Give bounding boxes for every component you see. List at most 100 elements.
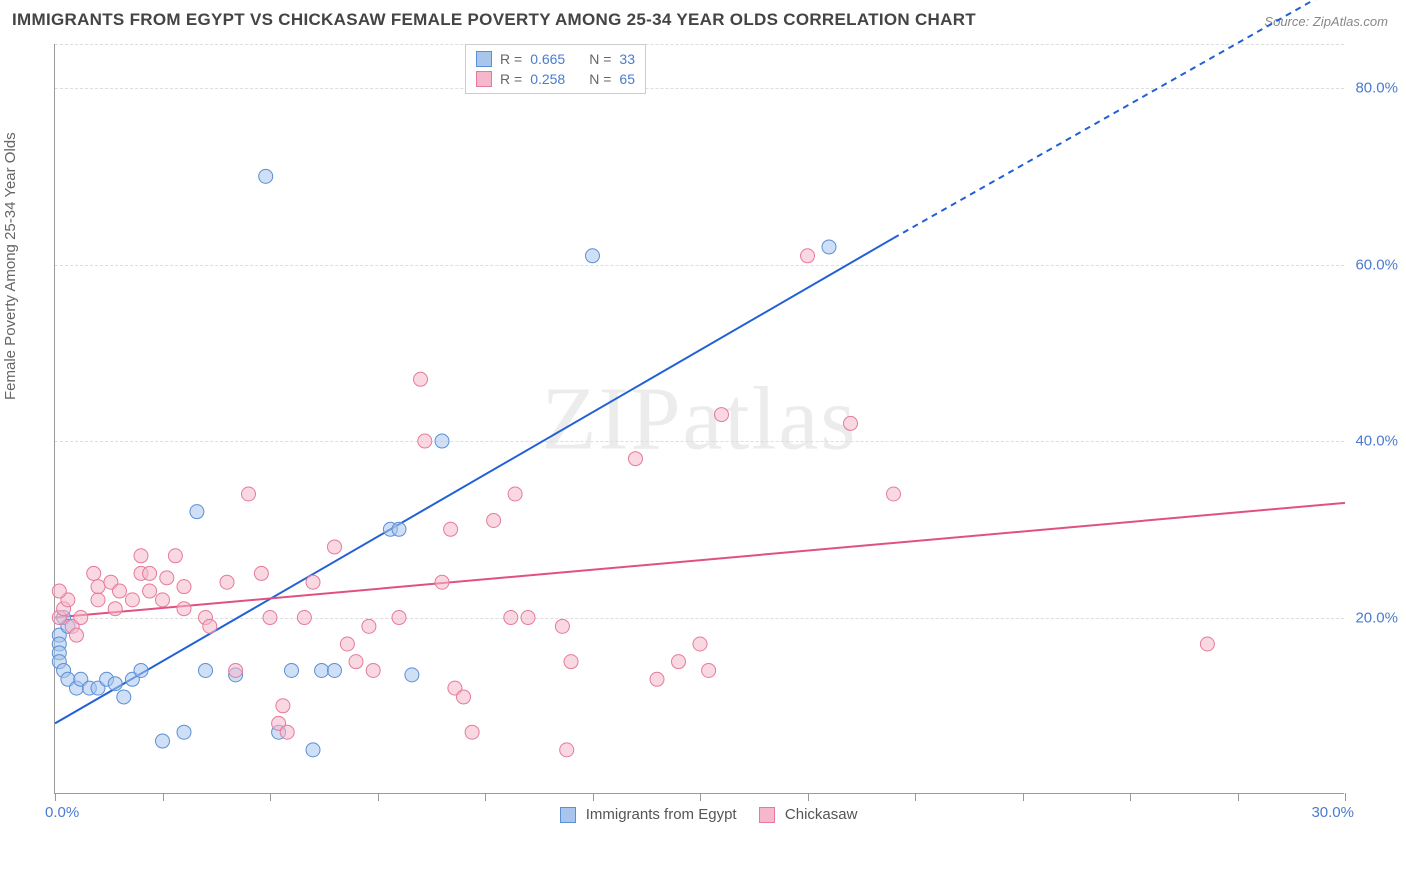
- data-point: [91, 593, 105, 607]
- data-point: [285, 663, 299, 677]
- x-tick: [378, 793, 379, 801]
- regression-line-dashed: [894, 0, 1346, 238]
- x-tick: [1023, 793, 1024, 801]
- data-point: [362, 619, 376, 633]
- data-point: [168, 549, 182, 563]
- data-point: [340, 637, 354, 651]
- source-value: ZipAtlas.com: [1313, 14, 1388, 29]
- data-point: [276, 699, 290, 713]
- x-tick: [270, 793, 271, 801]
- x-tick: [163, 793, 164, 801]
- data-point: [297, 611, 311, 625]
- data-point: [143, 566, 157, 580]
- x-tick: [808, 793, 809, 801]
- data-point: [143, 584, 157, 598]
- data-point: [650, 672, 664, 686]
- data-point: [254, 566, 268, 580]
- x-tick: [1130, 793, 1131, 801]
- data-point: [229, 663, 243, 677]
- data-point: [108, 602, 122, 616]
- data-point: [693, 637, 707, 651]
- regression-line: [55, 238, 894, 723]
- data-point: [702, 663, 716, 677]
- data-point: [508, 487, 522, 501]
- data-point: [177, 725, 191, 739]
- data-point: [392, 611, 406, 625]
- data-point: [156, 734, 170, 748]
- data-point: [487, 513, 501, 527]
- regression-line: [55, 503, 1345, 618]
- data-point: [108, 677, 122, 691]
- data-point: [74, 611, 88, 625]
- x-tick: [485, 793, 486, 801]
- data-point: [414, 372, 428, 386]
- legend-label: Chickasaw: [785, 806, 858, 823]
- data-point: [220, 575, 234, 589]
- source-attribution: Source: ZipAtlas.com: [1264, 14, 1388, 29]
- data-point: [435, 434, 449, 448]
- data-point: [555, 619, 569, 633]
- data-point: [280, 725, 294, 739]
- data-point: [259, 169, 273, 183]
- data-point: [52, 584, 66, 598]
- data-point: [801, 249, 815, 263]
- data-point: [242, 487, 256, 501]
- data-point: [328, 663, 342, 677]
- swatch-icon: [560, 807, 576, 823]
- data-point: [199, 663, 213, 677]
- x-tick: [1345, 793, 1346, 801]
- data-point: [457, 690, 471, 704]
- swatch-icon: [759, 807, 775, 823]
- data-point: [504, 611, 518, 625]
- data-point: [134, 663, 148, 677]
- y-axis-label: Female Poverty Among 25-34 Year Olds: [2, 132, 19, 400]
- data-point: [328, 540, 342, 554]
- data-point: [392, 522, 406, 536]
- data-point: [117, 690, 131, 704]
- data-point: [156, 593, 170, 607]
- data-point: [315, 663, 329, 677]
- data-point: [113, 584, 127, 598]
- series-legend: Immigrants from Egypt Chickasaw: [55, 806, 1344, 823]
- data-point: [203, 619, 217, 633]
- data-point: [822, 240, 836, 254]
- y-tick-label: 40.0%: [1355, 433, 1398, 450]
- y-tick-label: 80.0%: [1355, 80, 1398, 97]
- x-tick: [915, 793, 916, 801]
- legend-label: Immigrants from Egypt: [586, 806, 737, 823]
- data-point: [349, 655, 363, 669]
- data-point: [177, 602, 191, 616]
- data-point: [177, 580, 191, 594]
- data-point: [887, 487, 901, 501]
- scatter-svg: [55, 44, 1344, 793]
- data-point: [405, 668, 419, 682]
- plot-area: ZIPatlas 20.0%40.0%60.0%80.0% 0.0% 30.0%…: [54, 44, 1344, 794]
- data-point: [586, 249, 600, 263]
- data-point: [263, 611, 277, 625]
- data-point: [134, 549, 148, 563]
- x-tick: [593, 793, 594, 801]
- chart-title: IMMIGRANTS FROM EGYPT VS CHICKASAW FEMAL…: [12, 10, 976, 30]
- data-point: [564, 655, 578, 669]
- data-point: [87, 566, 101, 580]
- x-tick: [700, 793, 701, 801]
- data-point: [418, 434, 432, 448]
- data-point: [306, 743, 320, 757]
- data-point: [1200, 637, 1214, 651]
- data-point: [190, 505, 204, 519]
- data-point: [715, 408, 729, 422]
- x-tick: [55, 793, 56, 801]
- data-point: [465, 725, 479, 739]
- y-tick-label: 60.0%: [1355, 256, 1398, 273]
- data-point: [521, 611, 535, 625]
- data-point: [844, 416, 858, 430]
- data-point: [435, 575, 449, 589]
- data-point: [366, 663, 380, 677]
- data-point: [629, 452, 643, 466]
- data-point: [160, 571, 174, 585]
- y-tick-label: 20.0%: [1355, 609, 1398, 626]
- data-point: [70, 628, 84, 642]
- data-point: [306, 575, 320, 589]
- data-point: [91, 580, 105, 594]
- data-point: [560, 743, 574, 757]
